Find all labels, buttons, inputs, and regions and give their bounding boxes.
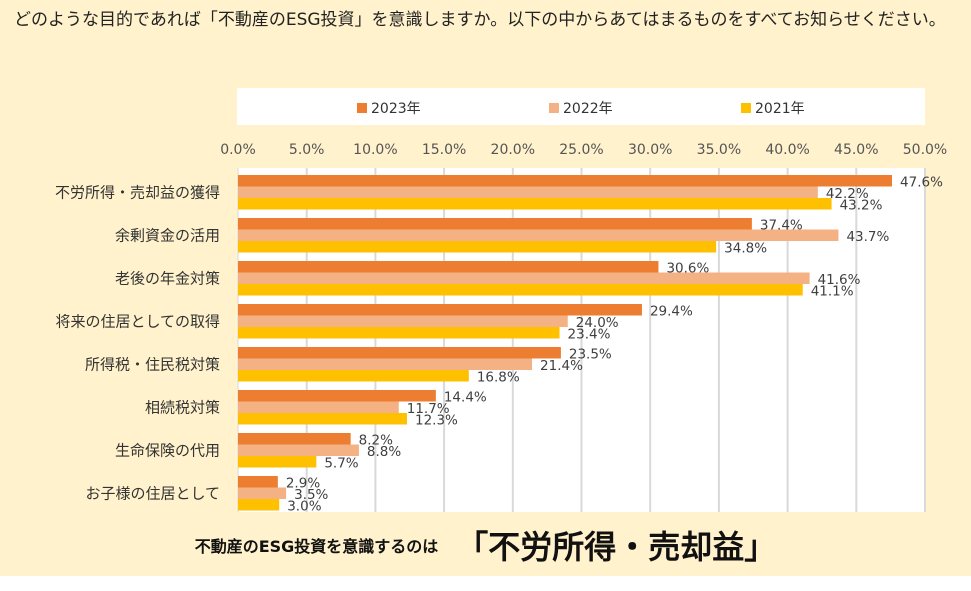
data-label: 24.0% xyxy=(576,315,619,331)
legend-label: 2022年 xyxy=(563,101,613,117)
x-tick-label: 20.0% xyxy=(491,142,535,158)
x-tick-label: 50.0% xyxy=(903,142,947,158)
legend-item-2023: 2023年 xyxy=(357,98,421,118)
bar-2021年 xyxy=(238,456,317,468)
data-label: 8.2% xyxy=(359,433,393,449)
data-label: 12.3% xyxy=(415,413,458,429)
legend-item-2022: 2022年 xyxy=(549,98,613,118)
data-label: 41.6% xyxy=(818,272,861,288)
data-label: 16.8% xyxy=(477,370,520,386)
data-label: 29.4% xyxy=(650,304,693,320)
legend-swatch xyxy=(357,103,367,113)
x-tick-label: 0.0% xyxy=(220,142,256,158)
summary-lead: 不動産のESG投資を意識するのは xyxy=(194,537,439,556)
data-label: 34.8% xyxy=(724,241,767,257)
bar-2022年 xyxy=(238,401,399,413)
data-label: 2.9% xyxy=(286,476,320,492)
chart-frame: どのような目的であれば「不動産のESG投資」を意識しますか。以下の中からあてはま… xyxy=(0,0,971,576)
bar-2023年 xyxy=(238,433,351,445)
bar-2022年 xyxy=(238,444,359,456)
bar-2021年 xyxy=(238,241,717,253)
bar-2021年 xyxy=(238,284,803,296)
bar-2023年 xyxy=(238,476,278,488)
data-label: 43.7% xyxy=(846,229,889,245)
bar-2022年 xyxy=(238,229,839,241)
legend-label: 2021年 xyxy=(755,101,805,117)
category-label: 余剰資金の活用 xyxy=(115,226,220,244)
bar-2022年 xyxy=(238,358,533,370)
data-label: 47.6% xyxy=(900,175,943,191)
x-tick-label: 45.0% xyxy=(834,142,878,158)
data-label: 43.2% xyxy=(840,198,883,214)
summary-caption: 不動産のESG投資を意識するのは 「不労所得・売却益」 xyxy=(0,522,971,568)
category-label: 相続税対策 xyxy=(145,398,220,416)
bar-2022年 xyxy=(238,186,818,198)
x-tick-label: 10.0% xyxy=(353,142,397,158)
bar-2023年 xyxy=(238,347,561,359)
data-label: 11.7% xyxy=(407,401,450,417)
bar-2021年 xyxy=(238,413,408,425)
legend-item-2021: 2021年 xyxy=(741,98,805,118)
bar-2022年 xyxy=(238,272,810,284)
legend-swatch xyxy=(741,103,751,113)
summary-highlight: 「不労所得・売却益」 xyxy=(456,528,777,566)
survey-question: どのような目的であれば「不動産のESG投資」を意識しますか。以下の中からあてはま… xyxy=(14,10,946,30)
x-tick-label: 40.0% xyxy=(765,142,809,158)
bar-2023年 xyxy=(238,261,659,273)
category-label: 老後の年金対策 xyxy=(115,269,220,287)
data-label: 42.2% xyxy=(826,186,869,202)
legend-swatch xyxy=(549,103,559,113)
bar-2022年 xyxy=(238,315,568,327)
x-tick-label: 15.0% xyxy=(422,142,466,158)
bar-2021年 xyxy=(238,198,832,210)
data-label: 21.4% xyxy=(540,358,583,374)
data-label: 23.5% xyxy=(569,347,612,363)
data-label: 3.5% xyxy=(294,487,328,503)
category-label: 将来の住居としての取得 xyxy=(55,312,220,330)
bar-2023年 xyxy=(238,304,642,316)
legend: 2023年 2022年 2021年 xyxy=(237,88,925,125)
data-label: 5.7% xyxy=(324,456,358,472)
category-label: 生命保険の代用 xyxy=(115,441,220,459)
category-label: 不労所得・売却益の獲得 xyxy=(55,183,220,201)
bar-2021年 xyxy=(238,499,280,511)
bar-2021年 xyxy=(238,370,469,382)
bar-2023年 xyxy=(238,218,752,230)
category-label: お子様の住居として xyxy=(85,484,220,502)
legend-label: 2023年 xyxy=(371,101,421,117)
data-label: 23.4% xyxy=(568,327,611,343)
bar-2023年 xyxy=(238,390,436,402)
x-tick-label: 25.0% xyxy=(559,142,603,158)
bar-2021年 xyxy=(238,327,560,339)
bar-chart: 0.0% 5.0% 10.0% 15.0% 20.0% 25.0% 30.0% 35.0% 40… xyxy=(55,142,947,515)
x-tick-label: 35.0% xyxy=(697,142,741,158)
x-tick-label: 30.0% xyxy=(628,142,672,158)
bar-2023年 xyxy=(238,175,893,187)
bar-2022年 xyxy=(238,487,287,499)
x-tick-label: 5.0% xyxy=(289,142,325,158)
data-label: 41.1% xyxy=(811,284,854,300)
data-label: 8.8% xyxy=(367,444,401,460)
category-label: 所得税・住民税対策 xyxy=(85,355,220,373)
data-label: 14.4% xyxy=(444,390,487,406)
data-label: 3.0% xyxy=(287,499,321,515)
